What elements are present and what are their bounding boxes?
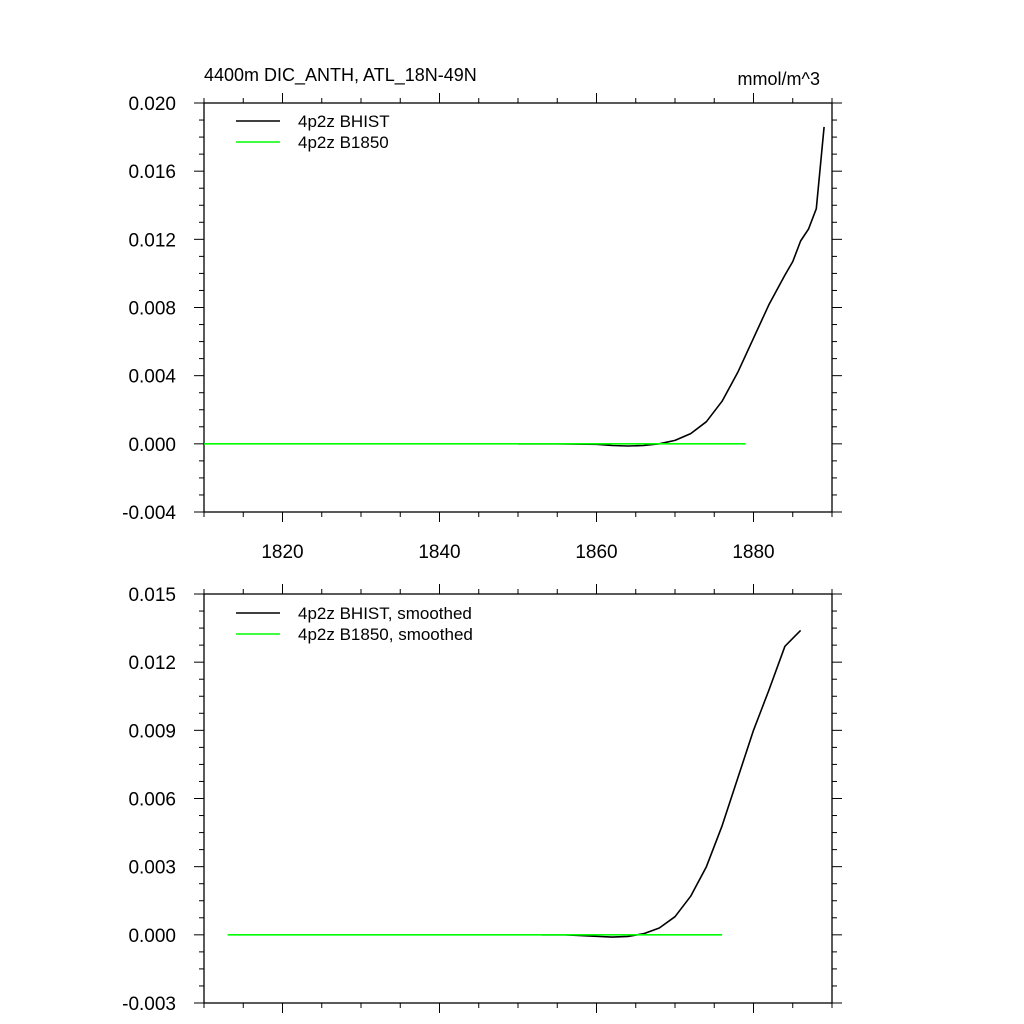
y-tick-label: 0.003	[128, 858, 176, 879]
legend-label: 4p2z B1850, smoothed	[298, 625, 473, 644]
plot-frame	[203, 102, 833, 513]
y-tick-label: -0.003	[122, 994, 176, 1015]
y-tick-label: 0.000	[128, 435, 176, 456]
plot-frame	[203, 593, 833, 1004]
x-tick-label: 1840	[418, 542, 460, 563]
x-tick-label: 1860	[575, 542, 617, 563]
y-tick-label: 0.012	[128, 230, 176, 251]
legend-label: 4p2z B1850	[298, 133, 389, 152]
legend-label: 4p2z BHIST	[298, 112, 390, 131]
x-tick-label: 1820	[261, 542, 303, 563]
series-line-0	[541, 629, 802, 938]
x-tick-label: 1880	[732, 542, 774, 563]
units-label: mmol/m^3	[738, 69, 820, 89]
bottom-panel: -0.003 0.000 0.003 0.006 0.009 0.012 0.015 4p2z…	[122, 584, 842, 1015]
y-tick-label: 0.004	[128, 367, 176, 388]
y-tick-label: 0.016	[128, 162, 176, 183]
chart-title: 4400m DIC_ANTH, ATL_18N-49N	[204, 65, 477, 86]
legend-label: 4p2z BHIST, smoothed	[298, 604, 472, 623]
y-tick-label: -0.004	[122, 503, 176, 524]
y-tick-label: 0.012	[128, 653, 176, 674]
top-panel: 4400m DIC_ANTH, ATL_18N-49N mmol/m^3 182…	[122, 65, 842, 563]
y-tick-label: 0.020	[128, 94, 176, 115]
y-tick-label: 0.015	[128, 585, 176, 606]
y-tick-label: 0.009	[128, 721, 176, 742]
y-tick-label: 0.008	[128, 299, 176, 320]
series-line-0	[518, 126, 825, 447]
y-tick-label: 0.006	[128, 790, 176, 811]
y-tick-label: 0.000	[128, 926, 176, 947]
